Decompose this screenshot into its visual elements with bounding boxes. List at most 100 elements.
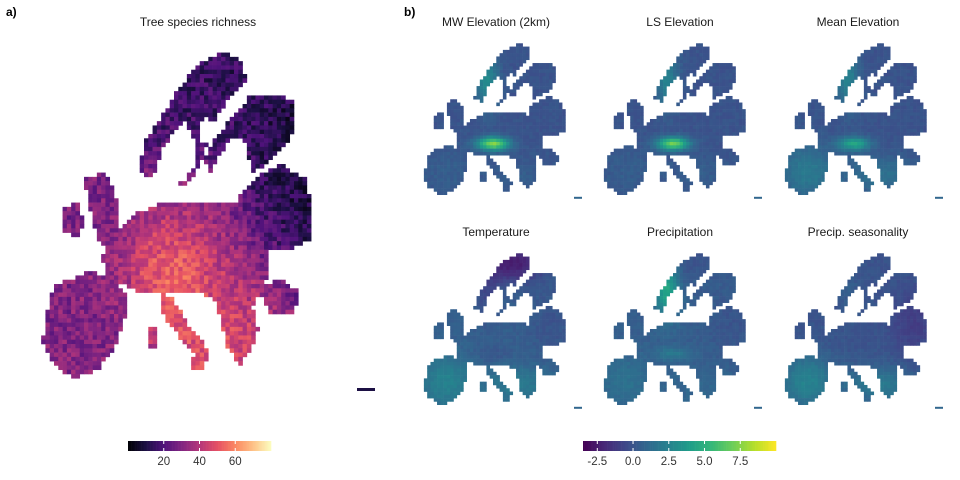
- map-a-cell: [294, 176, 299, 182]
- facet-cell: [903, 161, 907, 166]
- facet-cell: [742, 128, 746, 133]
- map-a-cell: [225, 121, 231, 126]
- facet-cell: [893, 89, 898, 93]
- facet-cell: [923, 109, 927, 113]
- map-a-cell: [105, 211, 111, 216]
- facet-cell: [456, 125, 461, 130]
- facet-cell: [437, 181, 441, 186]
- map-a-cell: [221, 56, 226, 62]
- map-a-cell: [225, 78, 231, 83]
- map-a-cell: [58, 361, 63, 366]
- map-a-cell: [264, 288, 269, 293]
- facet-cell: [450, 184, 454, 189]
- map-a-cell: [204, 95, 209, 101]
- facet-cell: [854, 145, 858, 149]
- map-a-cell: [208, 91, 213, 96]
- facet-cell: [824, 148, 828, 153]
- facet-cell: [522, 72, 527, 77]
- map-a-cell: [186, 258, 192, 263]
- map-a-cell: [281, 296, 286, 302]
- map-a-cell: [259, 155, 265, 161]
- map-a-cell: [109, 236, 115, 242]
- facet-cell: [610, 178, 615, 182]
- map-a-cell: [118, 296, 123, 302]
- facet-cell: [539, 66, 543, 70]
- map-a-cell: [195, 99, 201, 105]
- map-a-cell: [246, 146, 252, 152]
- map-a-cell: [298, 232, 303, 238]
- facet-cell: [886, 79, 891, 84]
- facet-cell: [453, 148, 458, 153]
- map-a-cell: [221, 249, 226, 255]
- map-a-colorbar-step: [218, 441, 221, 451]
- map-a-cell: [165, 211, 171, 216]
- map-a-cell: [186, 245, 192, 251]
- facet-cell: [735, 128, 740, 133]
- facet-cell: [742, 112, 746, 117]
- map-a-cell: [79, 331, 85, 336]
- facet-cell: [705, 46, 710, 51]
- map-a-cell: [186, 82, 192, 88]
- facet-cell: [663, 89, 667, 93]
- map-a-cell: [165, 275, 171, 281]
- facet-cell: [493, 119, 497, 123]
- facet-cell: [466, 142, 471, 146]
- facet-cell: [821, 178, 825, 182]
- map-a-cell: [238, 65, 243, 71]
- map-a-cell: [191, 95, 196, 101]
- map-a-cell: [225, 245, 231, 251]
- facet-cell: [456, 128, 461, 133]
- map-a-cell: [71, 301, 76, 306]
- map-a-cell: [174, 245, 179, 251]
- map-a-cell: [109, 288, 115, 293]
- facet-cell: [735, 158, 740, 163]
- facet-cell: [516, 115, 520, 120]
- facet-cell: [702, 138, 707, 143]
- map-a-cell: [255, 224, 261, 229]
- map-a-cell: [242, 296, 248, 302]
- facet-cell: [623, 184, 628, 189]
- map-a-cell: [54, 335, 59, 341]
- facet-cell: [896, 142, 901, 146]
- map-a-cell: [152, 275, 158, 281]
- facet-cell: [545, 132, 550, 136]
- map-a-cell: [161, 296, 166, 302]
- facet-cell: [499, 115, 504, 120]
- facet-cell: [857, 115, 861, 120]
- facet-cell: [679, 128, 684, 133]
- map-a-cell: [178, 108, 183, 113]
- facet-cell: [659, 119, 664, 123]
- map-a-cell: [238, 301, 243, 306]
- facet-cell: [516, 148, 520, 153]
- facet-cell: [532, 76, 537, 80]
- facet-cell: [552, 128, 556, 133]
- facet-cell: [450, 148, 454, 153]
- facet-cell: [883, 122, 888, 126]
- map-a-title: Tree species richness: [140, 15, 256, 29]
- map-a-cell: [285, 189, 291, 195]
- map-a-cell: [126, 245, 132, 251]
- facet-cell: [682, 125, 687, 130]
- facet-cell: [735, 122, 740, 126]
- map-a-cell: [272, 104, 278, 109]
- map-a-cell: [289, 185, 295, 191]
- map-a-cell: [272, 129, 278, 135]
- map-a-cell: [105, 292, 111, 298]
- facet-cell: [890, 171, 894, 176]
- facet-cell: [824, 168, 828, 172]
- facet-cell: [663, 142, 667, 146]
- map-a-cell: [276, 129, 282, 135]
- facet-cell: [630, 115, 634, 120]
- map-a-cell: [251, 292, 256, 298]
- map-a-cell: [281, 189, 286, 195]
- map-a-cell: [289, 211, 295, 216]
- facet-cell: [626, 174, 631, 179]
- map-a-cell: [268, 176, 273, 182]
- facet-cell: [676, 138, 680, 143]
- map-a-cell: [182, 99, 188, 105]
- map-a-cell: [54, 288, 59, 293]
- map-a-cell: [306, 198, 312, 203]
- facet-cell: [610, 151, 615, 156]
- facet-cell: [522, 165, 527, 169]
- facet-cell: [906, 89, 911, 93]
